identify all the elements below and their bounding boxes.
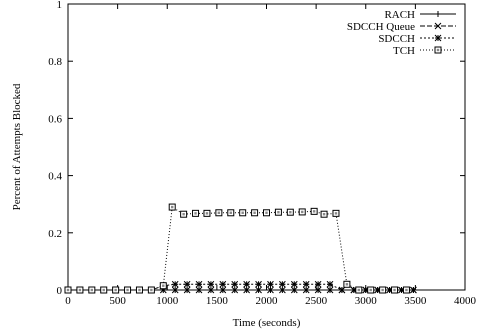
data-point-fill <box>369 288 372 292</box>
legend-marker-fill <box>436 48 440 52</box>
data-point-fill <box>253 211 256 214</box>
data-point-fill <box>66 288 70 292</box>
data-point-fill <box>182 213 185 216</box>
y-tick-label: 0.4 <box>48 171 62 183</box>
legend-label: TCH <box>393 45 415 57</box>
x-tick-label: 1000 <box>156 295 179 307</box>
legend-label: SDCCH <box>378 33 415 45</box>
data-point-fill <box>205 212 209 215</box>
data-point <box>290 286 298 294</box>
data-point <box>231 286 239 294</box>
data-point-fill <box>345 283 349 286</box>
data-point-fill <box>301 210 304 214</box>
data-point <box>195 280 203 288</box>
data-point <box>207 280 215 288</box>
x-tick-label: 500 <box>109 295 126 307</box>
data-point-fill <box>126 288 129 292</box>
data-point <box>255 286 262 294</box>
legend-label: RACH <box>384 9 415 21</box>
data-point <box>231 280 239 288</box>
data-point <box>279 280 286 288</box>
series-layer <box>64 203 417 294</box>
legend-marker <box>435 11 441 17</box>
data-point-fill <box>357 288 361 292</box>
data-point-fill <box>194 212 197 215</box>
axis-ticks: 0 500 1000 1500 2000 2500 3000 3500 4000 0 0.2 0.4 0… <box>48 0 476 307</box>
x-tick-label: 0 <box>65 295 71 307</box>
data-point <box>338 286 346 294</box>
y-tick-label: 0.8 <box>48 56 62 68</box>
x-tick-label: 2500 <box>305 295 328 307</box>
data-point-fill <box>102 288 105 292</box>
x-tick-label: 4000 <box>454 295 477 307</box>
data-point <box>171 280 179 288</box>
x-axis-label: Time (seconds) <box>233 317 301 329</box>
y-tick-label: 0.6 <box>48 113 62 125</box>
data-point <box>219 286 227 294</box>
data-point-fill <box>265 211 268 214</box>
data-point <box>279 286 286 294</box>
data-point-fill <box>138 288 141 292</box>
data-point <box>314 280 322 288</box>
data-point <box>386 286 393 294</box>
y-tick-label: 0.2 <box>48 228 62 240</box>
y-tick-label: 0 <box>57 285 63 297</box>
series-line <box>68 206 407 291</box>
data-point <box>374 286 382 294</box>
x-tick-label: 3500 <box>404 295 427 307</box>
x-tick-label: 3000 <box>355 295 378 307</box>
data-point-fill <box>171 205 174 209</box>
data-point-fill <box>229 211 232 214</box>
data-point-fill <box>334 212 338 215</box>
data-point <box>195 286 203 294</box>
data-point-fill <box>90 288 94 292</box>
data-point <box>243 286 251 294</box>
data-point <box>183 280 191 288</box>
y-tick-label: 1 <box>57 0 63 11</box>
data-point-fill <box>217 211 221 214</box>
data-point <box>243 280 251 288</box>
y-axis-label: Percent of Attempts Blocked <box>11 83 23 210</box>
data-point-fill <box>78 288 82 292</box>
legend-marker <box>434 22 442 30</box>
x-tick-label: 2000 <box>256 295 279 307</box>
data-point-fill <box>162 284 165 287</box>
x-tick-label: 1500 <box>206 295 229 307</box>
legend-marker <box>434 34 442 42</box>
data-point <box>326 280 334 288</box>
data-point-fill <box>114 288 117 292</box>
data-point <box>302 286 310 294</box>
data-point <box>267 286 274 294</box>
data-point <box>267 280 274 288</box>
data-point <box>362 286 370 294</box>
legend-label: SDCCH Queue <box>347 21 415 33</box>
data-point-fill <box>289 211 292 214</box>
data-point <box>207 286 215 294</box>
data-point <box>350 286 358 294</box>
data-point <box>183 286 191 294</box>
data-point-fill <box>312 210 316 213</box>
data-point <box>314 286 322 294</box>
data-point <box>219 280 227 288</box>
data-point <box>326 286 334 294</box>
series-tch <box>64 203 410 294</box>
data-point <box>410 286 417 294</box>
data-point-fill <box>381 288 384 292</box>
data-point <box>171 286 179 294</box>
data-point-fill <box>150 288 153 292</box>
data-point <box>302 280 310 288</box>
data-point <box>398 286 405 294</box>
data-point-fill <box>405 288 408 292</box>
data-point-fill <box>322 213 326 216</box>
data-point <box>290 280 298 288</box>
data-point-fill <box>241 211 244 214</box>
data-point-fill <box>277 211 280 214</box>
data-point <box>255 280 262 288</box>
data-point-fill <box>393 288 396 292</box>
